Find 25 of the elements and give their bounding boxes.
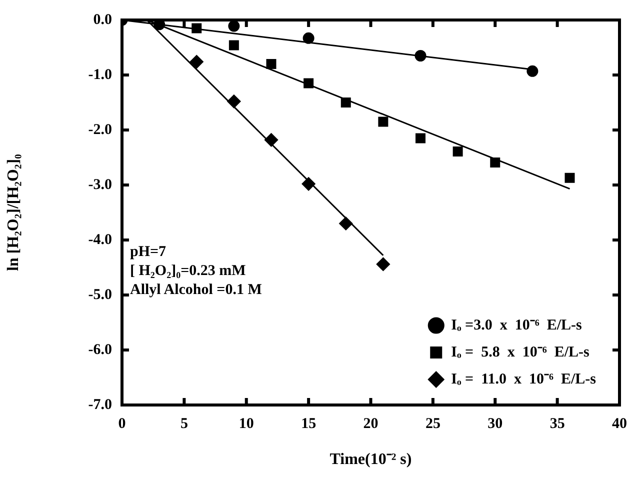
y-tick-label: -5.0	[88, 286, 112, 303]
annotation: Allyl Alcohol =0.1 M	[130, 282, 262, 298]
x-tick-label: 25	[425, 416, 440, 432]
x-tick-label: 10	[238, 416, 254, 432]
annotation: pH=7	[130, 244, 166, 260]
x-tick-label: 40	[612, 416, 627, 432]
y-tick-label: -2.0	[88, 122, 112, 138]
y-tick-label: -7.0	[88, 396, 112, 413]
legend-label: Iₒ = 11.0 x 10⁻⁶ E/L-s	[451, 371, 596, 388]
x-tick-label: 0	[118, 416, 126, 432]
legend-label: Iₒ = 5.8 x 10⁻⁶ E/L-s	[451, 344, 590, 360]
x-tick-label: 30	[488, 416, 503, 432]
y-tick-label: -3.0	[88, 176, 112, 193]
x-axis-title: Time(10⁻² s)	[330, 451, 412, 468]
x-tick-label: 20	[363, 416, 378, 432]
y-axis-title: ln [H₂O₂]/[H₂O₂]₀	[5, 154, 22, 271]
y-tick-label: -6.0	[88, 342, 112, 358]
x-tick-label: 35	[550, 416, 565, 432]
y-tick-label: -1.0	[88, 66, 112, 83]
y-tick-label: 0.0	[93, 12, 112, 28]
x-tick-label: 5	[180, 416, 188, 432]
y-tick-label: -4.0	[88, 232, 112, 248]
x-tick-label: 15	[301, 416, 316, 432]
annotation: [ H₂O₂]₀=0.23 mM	[130, 263, 246, 279]
legend-label: Iₒ =3.0 x 10⁻⁶ E/L-s	[451, 317, 582, 334]
